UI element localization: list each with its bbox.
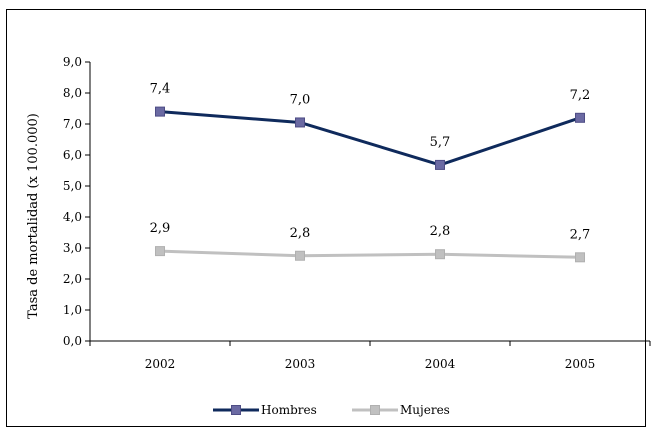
data-label: 2,8 [290, 226, 311, 241]
y-tick-label: 7,0 [63, 117, 82, 131]
y-tick-labels: 0,0 1,0 2,0 3,0 4,0 5,0 6,0 7,0 8,0 9,0 [63, 55, 90, 348]
x-tick-label: 2005 [565, 357, 596, 371]
data-point [575, 252, 585, 263]
data-point [295, 250, 305, 261]
y-tick-label: 3,0 [63, 241, 82, 255]
legend-label: Mujeres [400, 403, 450, 417]
x-tick-label: 2002 [145, 357, 176, 371]
y-tick-label: 5,0 [63, 179, 82, 193]
data-label: 2,8 [430, 224, 451, 239]
data-point [435, 159, 445, 170]
chart-frame [6, 9, 646, 427]
data-point [435, 249, 445, 260]
data-label: 5,7 [430, 135, 451, 150]
data-point [575, 112, 585, 123]
x-tick-label: 2004 [425, 357, 456, 371]
data-label: 7,2 [570, 88, 591, 103]
data-label: 2,9 [150, 221, 171, 236]
data-label: 2,7 [570, 227, 591, 242]
x-tick-label: 2003 [285, 357, 316, 371]
series-group: 7,4 7,0 5,7 7,2 2,9 2,8 2,8 2,7 [150, 82, 591, 263]
data-label: 7,4 [150, 82, 171, 97]
y-tick-label: 2,0 [63, 272, 82, 286]
data-point [155, 106, 165, 117]
data-point [155, 246, 165, 257]
y-tick-label: 6,0 [63, 148, 82, 162]
y-tick-label: 4,0 [63, 210, 82, 224]
legend: Hombres Mujeres [213, 403, 450, 417]
y-tick-label: 0,0 [63, 334, 82, 348]
data-point [295, 117, 305, 128]
y-tick-label: 1,0 [63, 303, 82, 317]
data-label: 7,0 [290, 92, 311, 107]
x-tick-labels: 2002 2003 2004 2005 [89, 341, 651, 371]
series-line-0 [159, 110, 581, 167]
axes [89, 62, 650, 342]
y-tick-label: 9,0 [63, 55, 82, 69]
legend-marker-0 [231, 405, 241, 415]
legend-marker-1 [370, 405, 380, 415]
y-tick-label: 8,0 [63, 86, 82, 100]
y-axis-label: Tasa de mortalidad (x 100.000) [26, 113, 41, 319]
legend-label: Hombres [261, 403, 317, 417]
series-line-1 [159, 249, 581, 259]
